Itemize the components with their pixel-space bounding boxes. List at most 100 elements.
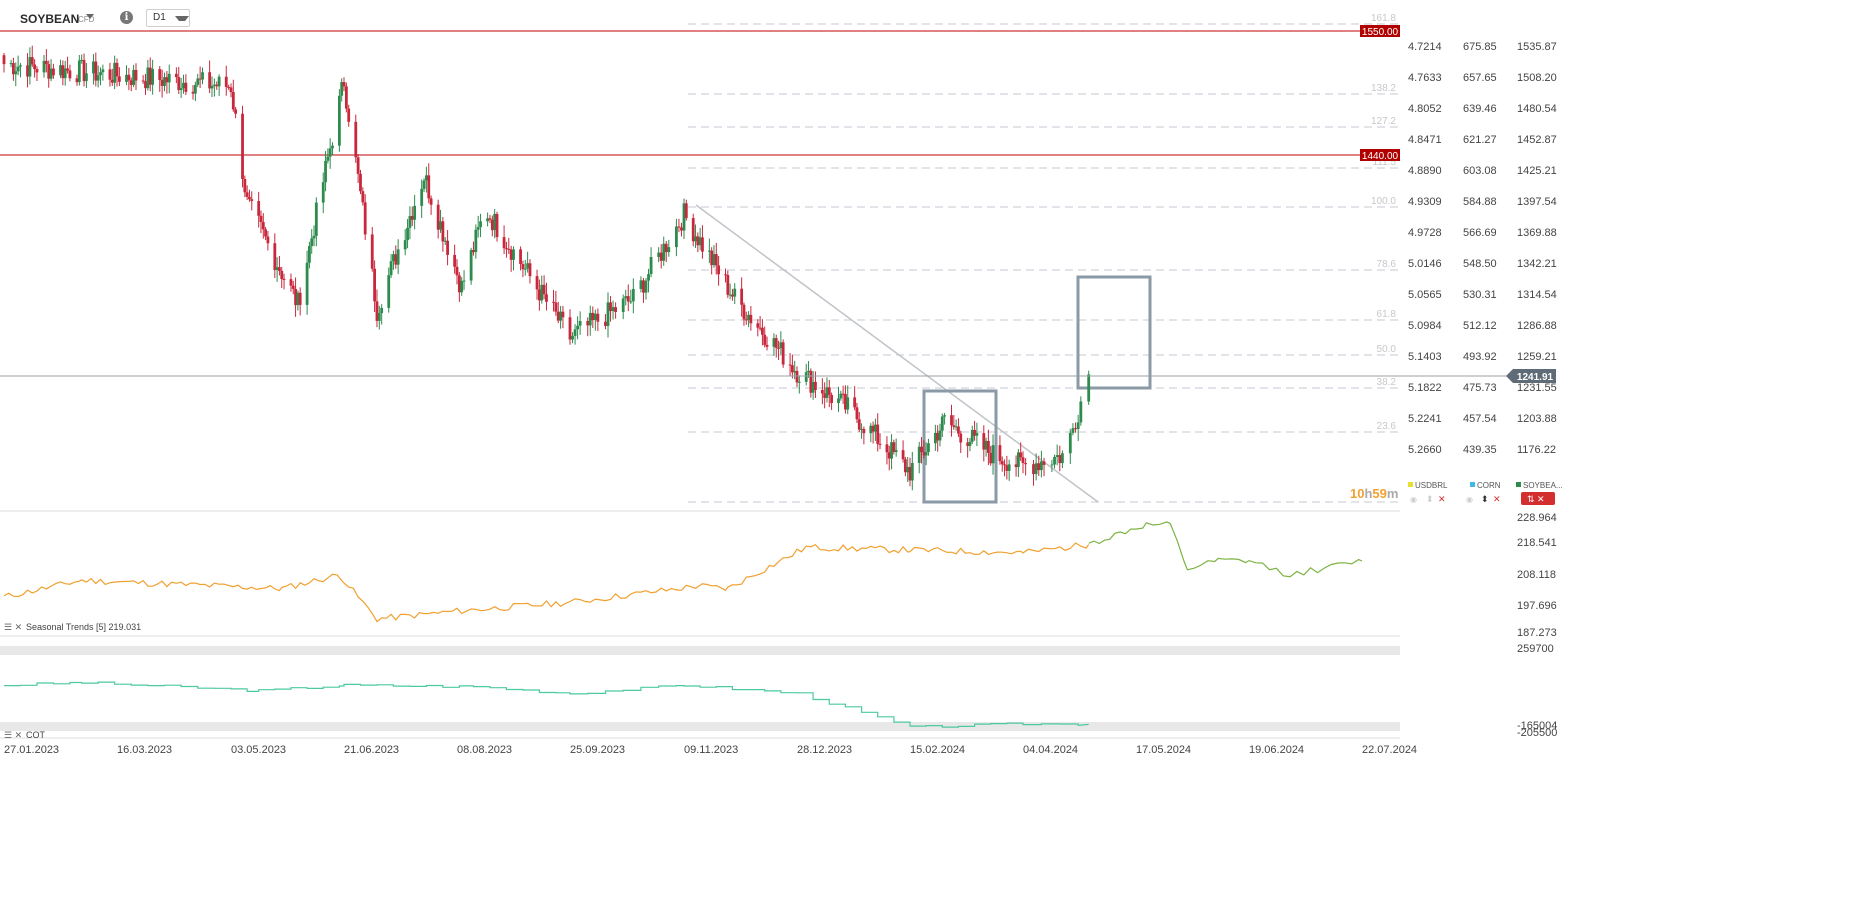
candle[interactable] bbox=[413, 194, 417, 230]
candle[interactable] bbox=[933, 424, 937, 451]
candle[interactable] bbox=[486, 212, 490, 227]
candle[interactable] bbox=[774, 334, 778, 358]
candle[interactable] bbox=[957, 418, 960, 437]
candle[interactable] bbox=[626, 284, 630, 312]
candle[interactable] bbox=[707, 238, 711, 264]
candle[interactable] bbox=[257, 191, 261, 228]
candle[interactable] bbox=[141, 75, 145, 84]
active-series-badge[interactable] bbox=[1521, 492, 1555, 505]
candle[interactable] bbox=[342, 77, 346, 92]
candle[interactable] bbox=[127, 68, 131, 91]
candle[interactable] bbox=[1061, 450, 1064, 469]
candle[interactable] bbox=[324, 151, 327, 192]
candle[interactable] bbox=[523, 260, 527, 276]
candle[interactable] bbox=[901, 440, 905, 463]
candle[interactable] bbox=[542, 275, 546, 300]
candle[interactable] bbox=[96, 65, 100, 88]
candle[interactable] bbox=[231, 79, 235, 112]
candle[interactable] bbox=[476, 215, 480, 238]
candle[interactable] bbox=[975, 422, 979, 447]
candle[interactable] bbox=[991, 434, 995, 475]
candle[interactable] bbox=[998, 435, 1002, 465]
candle[interactable] bbox=[512, 246, 515, 271]
candle[interactable] bbox=[446, 229, 449, 266]
candle[interactable] bbox=[82, 53, 86, 87]
candle[interactable] bbox=[526, 251, 530, 273]
candle[interactable] bbox=[380, 304, 384, 325]
close-icon[interactable]: ✕ bbox=[1438, 494, 1446, 504]
candle[interactable] bbox=[266, 231, 270, 251]
candle[interactable] bbox=[820, 378, 824, 405]
candle[interactable] bbox=[389, 254, 393, 279]
candle[interactable] bbox=[229, 83, 233, 98]
candle[interactable] bbox=[392, 250, 395, 270]
candle[interactable] bbox=[726, 270, 730, 299]
candle[interactable] bbox=[215, 81, 219, 90]
candle[interactable] bbox=[331, 142, 334, 156]
candle[interactable] bbox=[621, 294, 625, 320]
candle[interactable] bbox=[278, 255, 281, 276]
candle[interactable] bbox=[765, 336, 769, 351]
candle[interactable] bbox=[42, 54, 46, 78]
candle[interactable] bbox=[424, 166, 428, 193]
candle[interactable] bbox=[943, 412, 946, 425]
candle[interactable] bbox=[460, 277, 464, 296]
candle[interactable] bbox=[629, 289, 633, 305]
candle[interactable] bbox=[809, 368, 813, 398]
candle[interactable] bbox=[35, 66, 39, 81]
candle[interactable] bbox=[940, 413, 944, 438]
candle[interactable] bbox=[857, 411, 861, 432]
candle[interactable] bbox=[217, 74, 221, 97]
candle[interactable] bbox=[747, 311, 750, 328]
candle[interactable] bbox=[639, 276, 643, 293]
candle[interactable] bbox=[731, 288, 734, 301]
candle[interactable] bbox=[201, 67, 204, 85]
timeframe-select[interactable]: D1 bbox=[146, 9, 190, 27]
candle[interactable] bbox=[453, 244, 457, 274]
candle[interactable] bbox=[860, 423, 863, 439]
candle[interactable] bbox=[894, 438, 898, 457]
candle[interactable] bbox=[509, 245, 513, 272]
candle[interactable] bbox=[234, 106, 238, 119]
candle[interactable] bbox=[763, 326, 767, 348]
candle[interactable] bbox=[588, 305, 592, 336]
candle[interactable] bbox=[356, 153, 360, 184]
candle[interactable] bbox=[675, 218, 678, 257]
candle[interactable] bbox=[160, 69, 164, 98]
candle[interactable] bbox=[846, 385, 850, 415]
candle[interactable] bbox=[370, 227, 374, 272]
candle[interactable] bbox=[586, 317, 590, 337]
candle[interactable] bbox=[505, 241, 508, 258]
candle[interactable] bbox=[224, 65, 228, 96]
candle[interactable] bbox=[455, 259, 459, 285]
candle[interactable] bbox=[1071, 423, 1075, 436]
candle[interactable] bbox=[642, 277, 645, 303]
candle[interactable] bbox=[795, 366, 799, 387]
candle[interactable] bbox=[92, 54, 95, 85]
candle[interactable] bbox=[146, 59, 150, 91]
symbol-label[interactable]: SOYBEAN bbox=[20, 12, 80, 26]
candle[interactable] bbox=[80, 54, 84, 64]
candle[interactable] bbox=[1007, 459, 1011, 481]
candle[interactable] bbox=[84, 62, 88, 88]
candle[interactable] bbox=[609, 296, 612, 322]
candle[interactable] bbox=[314, 197, 318, 247]
candle[interactable] bbox=[243, 175, 247, 198]
candle[interactable] bbox=[682, 198, 686, 240]
candle[interactable] bbox=[1042, 457, 1046, 477]
candle[interactable] bbox=[422, 178, 426, 193]
candle[interactable] bbox=[841, 385, 845, 404]
candle[interactable] bbox=[113, 55, 117, 90]
candle[interactable] bbox=[701, 225, 704, 259]
candle[interactable] bbox=[903, 456, 907, 477]
candle[interactable] bbox=[19, 63, 22, 78]
candle[interactable] bbox=[1005, 455, 1009, 480]
candle[interactable] bbox=[540, 275, 544, 304]
candle[interactable] bbox=[490, 215, 494, 237]
candle[interactable] bbox=[328, 138, 332, 169]
visibility-icon[interactable]: ◉ bbox=[1466, 495, 1473, 504]
candle[interactable] bbox=[479, 213, 482, 238]
candle[interactable] bbox=[495, 211, 499, 242]
candle[interactable] bbox=[823, 382, 827, 409]
